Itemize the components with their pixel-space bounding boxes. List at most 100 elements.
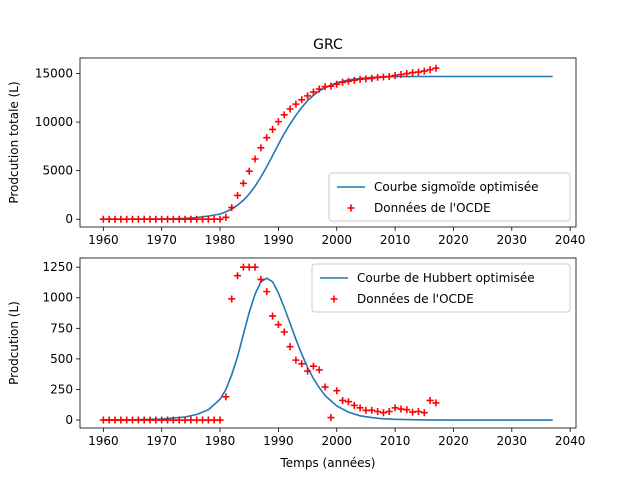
data-point bbox=[426, 396, 434, 404]
plot-area bbox=[99, 64, 553, 223]
legend-frame bbox=[311, 263, 571, 313]
data-point bbox=[117, 416, 125, 424]
legend-entry: Courbe de Hubbert optimisée bbox=[357, 271, 535, 285]
data-point bbox=[368, 406, 376, 414]
y-tick-label: 0 bbox=[65, 413, 73, 427]
data-point bbox=[350, 76, 358, 84]
y-tick-label: 500 bbox=[50, 352, 73, 366]
data-point bbox=[339, 78, 347, 86]
data-point bbox=[321, 83, 329, 91]
legend-entry: Données de l'OCDE bbox=[374, 201, 491, 215]
data-point bbox=[181, 215, 189, 223]
data-point bbox=[356, 404, 364, 412]
x-tick-label: 1960 bbox=[88, 233, 119, 247]
data-point bbox=[333, 80, 341, 88]
data-point bbox=[251, 155, 259, 163]
data-point bbox=[158, 416, 166, 424]
data-point bbox=[321, 383, 329, 391]
data-point bbox=[245, 167, 253, 175]
data-point bbox=[292, 356, 300, 364]
data-point bbox=[99, 416, 107, 424]
data-point bbox=[228, 295, 236, 303]
data-point bbox=[187, 215, 195, 223]
data-point bbox=[239, 263, 247, 271]
legend-frame bbox=[328, 172, 571, 222]
data-point bbox=[426, 66, 434, 74]
x-tick-label: 2000 bbox=[321, 434, 352, 448]
data-point bbox=[99, 215, 107, 223]
data-point bbox=[403, 406, 411, 414]
legend-entry: Courbe sigmoïde optimisée bbox=[374, 180, 539, 194]
y-tick-label: 15000 bbox=[35, 67, 73, 81]
data-point bbox=[309, 88, 317, 96]
x-tick-label: 2020 bbox=[438, 233, 469, 247]
legend: Courbe sigmoïde optimisée Données de l'OC… bbox=[328, 172, 571, 222]
data-point bbox=[199, 215, 207, 223]
data-point bbox=[344, 398, 352, 406]
data-point bbox=[339, 396, 347, 404]
data-point bbox=[298, 360, 306, 368]
data-point bbox=[158, 215, 166, 223]
data-point bbox=[432, 399, 440, 407]
data-point bbox=[374, 407, 382, 415]
data-point bbox=[397, 71, 405, 79]
data-point bbox=[420, 409, 428, 417]
chart-title: GRC bbox=[313, 37, 343, 53]
data-point bbox=[263, 288, 271, 296]
top-subplot: 1960 1970 1980 1990 2000 2010 2020 2030 2040 0 500… bbox=[7, 57, 586, 247]
x-tick-label: 2020 bbox=[438, 434, 469, 448]
data-point bbox=[309, 362, 317, 370]
legend-point-marker bbox=[347, 204, 355, 212]
x-tick-label: 2030 bbox=[497, 434, 528, 448]
data-point bbox=[379, 409, 387, 417]
data-point bbox=[304, 367, 312, 375]
data-point bbox=[304, 92, 312, 100]
legend-point-marker bbox=[330, 295, 338, 303]
data-point bbox=[292, 100, 300, 108]
data-point bbox=[234, 272, 242, 280]
x-tick-label: 2010 bbox=[380, 434, 411, 448]
data-point bbox=[123, 215, 131, 223]
x-tick-label: 2040 bbox=[555, 233, 586, 247]
data-point bbox=[210, 215, 218, 223]
data-point bbox=[432, 64, 440, 72]
data-point bbox=[280, 328, 288, 336]
x-tick-label: 2010 bbox=[380, 233, 411, 247]
data-point bbox=[146, 215, 154, 223]
data-point bbox=[146, 416, 154, 424]
x-tick-label: 2040 bbox=[555, 434, 586, 448]
data-point bbox=[315, 366, 323, 374]
axes-frame bbox=[79, 57, 577, 228]
x-tick-label: 2000 bbox=[321, 233, 352, 247]
data-point bbox=[274, 118, 282, 126]
y-tick-label: 1250 bbox=[42, 260, 73, 274]
y-tick-label: 1000 bbox=[42, 291, 73, 305]
data-point bbox=[356, 75, 364, 83]
x-tick-label: 1980 bbox=[205, 233, 236, 247]
x-axis-label: Temps (années) bbox=[280, 456, 376, 470]
data-point bbox=[204, 215, 212, 223]
data-point bbox=[193, 215, 201, 223]
x-tick-label: 1970 bbox=[146, 434, 177, 448]
data-point bbox=[257, 144, 265, 152]
legend-entry: Données de l'OCDE bbox=[357, 292, 474, 306]
data-point bbox=[420, 67, 428, 75]
data-point bbox=[222, 393, 230, 401]
y-tick-label: 0 bbox=[65, 212, 73, 226]
data-point bbox=[234, 191, 242, 199]
data-point bbox=[385, 407, 393, 415]
data-point bbox=[280, 111, 288, 119]
y-tick-label: 10000 bbox=[35, 115, 73, 129]
data-point bbox=[350, 401, 358, 409]
data-point bbox=[152, 215, 160, 223]
data-point bbox=[251, 263, 259, 271]
data-point bbox=[403, 70, 411, 78]
y-tick-label: 750 bbox=[50, 321, 73, 335]
data-point bbox=[315, 85, 323, 93]
data-point bbox=[216, 215, 224, 223]
x-tick-label: 1990 bbox=[263, 434, 294, 448]
data-point bbox=[409, 69, 417, 77]
data-point bbox=[175, 215, 183, 223]
data-point bbox=[368, 74, 376, 82]
data-point bbox=[105, 215, 113, 223]
